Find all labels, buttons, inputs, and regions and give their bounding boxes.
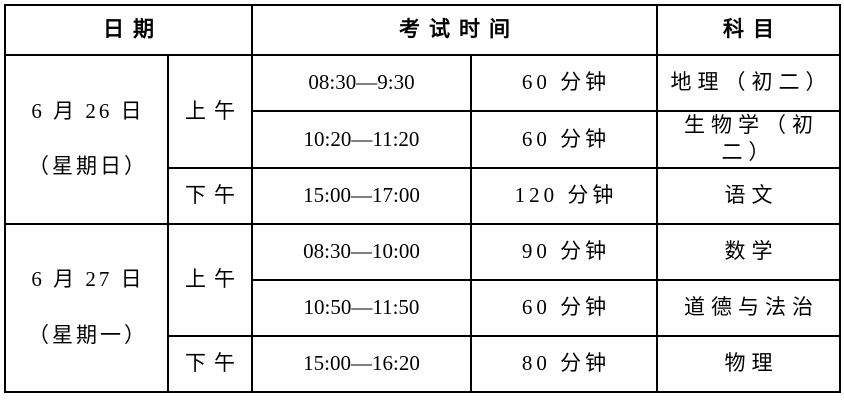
date-line1: 6 月 27 日	[31, 267, 145, 292]
date-line2: （星期日）	[28, 154, 148, 179]
table-row: 下午 15:00—17:00 120 分钟 语文	[5, 166, 841, 225]
exam-duration-cell: 90 分钟	[470, 222, 658, 281]
exam-subject-cell: 数学	[656, 222, 841, 281]
table-row: 10:20—11:20 60 分钟 生物学（初二）	[5, 110, 841, 169]
exam-time-cell: 08:30—9:30	[251, 54, 472, 112]
exam-subject-cell: 语文	[656, 166, 841, 225]
date-line2: （星期一）	[28, 322, 148, 347]
table-row: 6 月 26 日 （星期日） 上午 08:30—9:30 60 分钟 地理（初二…	[4, 54, 841, 225]
session-cell-morning: 上午	[167, 222, 253, 337]
exam-time-cell: 08:30—10:00	[251, 222, 472, 281]
session-cell-morning: 上午	[167, 54, 253, 169]
table-row: 6 月 27 日 （星期一） 上午 08:30—10:00 90 分钟 数学	[4, 222, 841, 393]
exam-duration-cell: 60 分钟	[470, 110, 658, 169]
date-line1: 6 月 26 日	[31, 99, 145, 123]
header-date: 日期	[4, 4, 253, 56]
table-header-row: 日期 考试时间 科目	[4, 4, 841, 56]
date-cell-june-26: 6 月 26 日 （星期日）	[4, 54, 169, 225]
exam-duration-cell: 80 分钟	[470, 334, 658, 393]
session-cell-afternoon: 下午	[167, 166, 253, 225]
exam-duration-cell: 120 分钟	[470, 166, 658, 225]
exam-subject-cell: 地理（初二）	[656, 54, 841, 112]
date-cell-june-27: 6 月 27 日 （星期一）	[4, 222, 169, 393]
table-row: 下午 15:00—16:20 80 分钟 物理	[5, 334, 841, 393]
exam-subject-cell: 物理	[656, 334, 841, 393]
exam-schedule-table: 日期 考试时间 科目 6 月 26 日 （星期日） 上午 08:30—9:30 …	[4, 4, 841, 393]
header-subject: 科目	[656, 4, 841, 56]
session-cell-afternoon: 下午	[167, 334, 253, 393]
header-exam-time: 考试时间	[251, 4, 658, 56]
exam-time-cell: 10:20—11:20	[251, 110, 472, 169]
exam-time-cell: 10:50—11:50	[251, 278, 472, 337]
exam-time-cell: 15:00—17:00	[251, 166, 472, 225]
table-row: 10:50—11:50 60 分钟 道德与法治	[5, 278, 841, 337]
exam-subject-cell: 道德与法治	[656, 278, 841, 337]
exam-duration-cell: 60 分钟	[470, 54, 658, 112]
exam-time-cell: 15:00—16:20	[251, 334, 472, 393]
exam-duration-cell: 60 分钟	[470, 278, 658, 337]
exam-subject-cell: 生物学（初二）	[656, 110, 841, 169]
document-page: 日期 考试时间 科目 6 月 26 日 （星期日） 上午 08:30—9:30 …	[4, 4, 841, 398]
